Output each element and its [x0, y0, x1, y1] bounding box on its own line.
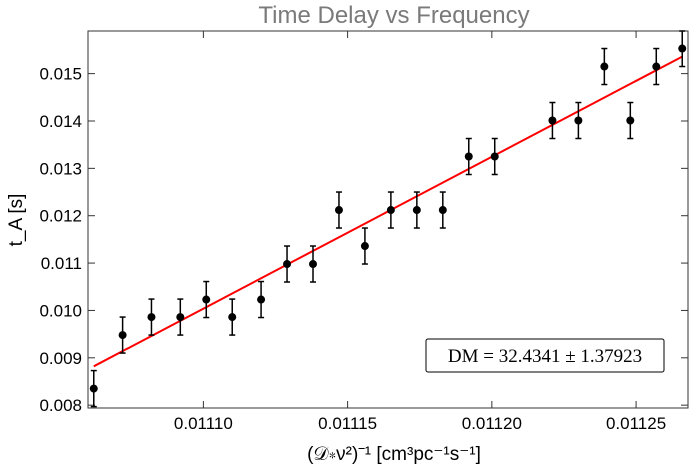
- data-point: [438, 206, 447, 215]
- data-points: [89, 30, 687, 408]
- data-point: [548, 116, 557, 125]
- data-point: [490, 152, 499, 161]
- y-tick-label: 0.015: [39, 65, 82, 84]
- y-tick-label: 0.010: [39, 301, 82, 320]
- data-point: [228, 313, 237, 322]
- y-tick-label: 0.014: [39, 112, 82, 131]
- data-point: [202, 295, 211, 304]
- data-point: [147, 313, 156, 322]
- y-tick-label: 0.009: [39, 349, 82, 368]
- data-point: [678, 44, 687, 53]
- data-point: [176, 313, 185, 322]
- data-point: [118, 331, 127, 340]
- chart-title: Time Delay vs Frequency: [258, 2, 529, 29]
- data-point: [89, 384, 98, 393]
- y-tick-label: 0.012: [39, 207, 82, 226]
- x-tick-label: 0.01110: [174, 414, 233, 433]
- y-tick-label: 0.011: [41, 254, 82, 273]
- data-point: [257, 295, 266, 304]
- y-axis-label: t_A [s]: [6, 194, 27, 247]
- x-tick-label: 0.01115: [318, 414, 377, 433]
- x-tick-label: 0.01120: [462, 414, 522, 433]
- axis-ticks: 0.01110 0.01115 0.01120 0.01125 0.008 0.009 0.…: [39, 31, 688, 433]
- data-point: [334, 206, 343, 215]
- dm-annotation-text: DM = 32.4341 ± 1.37923: [448, 346, 642, 367]
- data-point: [574, 116, 583, 125]
- y-tick-label: 0.008: [39, 396, 82, 415]
- data-point: [283, 260, 292, 269]
- data-point: [626, 116, 635, 125]
- y-tick-label: 0.013: [39, 159, 82, 178]
- x-tick-label: 0.01125: [606, 414, 666, 433]
- dm-annotation-box: [425, 338, 665, 373]
- data-point: [386, 206, 395, 215]
- data-point: [600, 62, 609, 71]
- data-point: [412, 206, 421, 215]
- data-point: [464, 152, 473, 161]
- data-point: [652, 62, 661, 71]
- data-point: [360, 242, 369, 251]
- data-point: [309, 260, 317, 269]
- plot-frame: [87, 30, 689, 409]
- dm-annotation: DM = 32.4341 ± 1.37923: [425, 338, 665, 373]
- x-axis-label: (𝒟∗ν²)⁻¹ [cm³pc⁻¹s⁻¹]: [307, 444, 481, 465]
